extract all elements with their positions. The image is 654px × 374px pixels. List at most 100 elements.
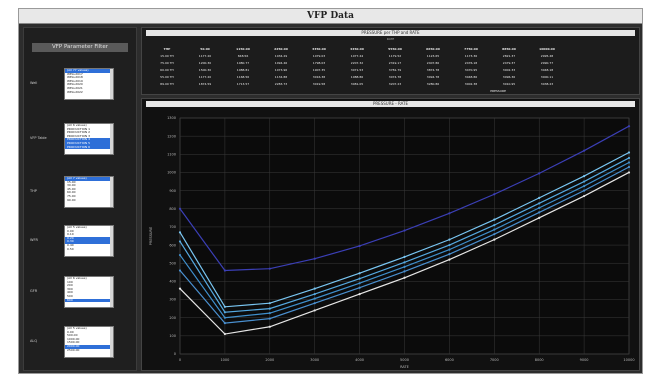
table-cell: 2990.77 (540, 60, 554, 65)
table-row: 15.00 TH 1177.20 848.56 1034.29 1079.03 1077.… (148, 52, 566, 59)
listbox-scrollbar[interactable] (110, 177, 113, 207)
filter-option[interactable]: 0.00 (67, 329, 74, 334)
filter-option[interactable]: 90.00 (67, 197, 76, 202)
series-point (358, 282, 361, 285)
filter-option[interactable]: 0.10 (67, 232, 74, 237)
filter-option[interactable]: PRODUCTION 3 (67, 133, 91, 138)
listbox-scrollbar[interactable] (110, 327, 113, 357)
listbox-scrollbar[interactable] (110, 277, 113, 307)
y-tick-label: 100 (169, 334, 176, 338)
filter-option[interactable]: 2500.00 (67, 347, 80, 352)
x-tick-label: 8000 (535, 358, 544, 362)
filter-listbox[interactable]: (All 5 values) 0.00 0.10 0.20 0.30 0.40 0.50 (64, 225, 114, 257)
series-point (313, 302, 316, 305)
filter-option[interactable]: (All 7 values) (65, 177, 113, 181)
filter-group: ALQ (All 5 values) 0.00 500.00 1000.00 1500.0… (24, 326, 138, 366)
filter-group: VFP Table (All 6 values) PRODUCTION 1 PRODU… (24, 123, 138, 163)
filter-option[interactable]: 45.00 (67, 186, 76, 191)
filter-label: VFP Table (30, 136, 47, 140)
table-cell: 1080.77 (236, 60, 250, 65)
filter-listbox[interactable]: (All 77 values) WELL2017 WELL2018 WELL2019 W… (64, 68, 114, 100)
filter-option[interactable]: 15.00 (67, 179, 76, 184)
filter-option[interactable]: 0.00 (67, 228, 74, 233)
listbox-scrollbar[interactable] (110, 124, 113, 154)
series-point (223, 332, 226, 336)
filter-option[interactable]: 0.30 (65, 240, 113, 244)
filter-option[interactable]: WELL2019 (67, 78, 83, 83)
table-cell: 3019.58 (312, 81, 326, 86)
series-point (448, 238, 451, 241)
filter-option[interactable]: (All 5 values) (67, 225, 87, 229)
filter-panel-title: VFP Parameter Filter (32, 43, 128, 52)
pressure-rate-chart[interactable]: 0 1000 2000 3000 4000 5000 6000 7000 8000 9000 100… (142, 108, 639, 370)
filter-label: ALQ (30, 339, 38, 343)
filter-option[interactable]: 60.00 (67, 190, 76, 195)
filter-option[interactable]: 300 (67, 286, 73, 291)
filter-option[interactable]: 1500.00 (67, 340, 80, 345)
series-point (627, 165, 631, 169)
filter-listbox[interactable]: (All 7 values) 15.00 30.00 45.00 60.00 75.00 9… (64, 176, 114, 208)
filter-group: GFR (All 6 values) 100 200 300 400 500 600 (24, 276, 138, 316)
filter-option[interactable]: (All 77 values) (65, 69, 113, 73)
series-point (403, 270, 406, 273)
y-tick-label: 1100 (167, 153, 176, 157)
series-point (403, 229, 406, 232)
table-header-cell: 6650.00 (426, 46, 440, 51)
filter-option[interactable]: (All 5 values) (67, 326, 87, 330)
filter-option[interactable]: (All 6 values) (67, 123, 87, 127)
series-point (223, 305, 226, 308)
filter-option[interactable]: 100 (67, 279, 73, 284)
filter-listbox[interactable]: (All 5 values) 0.00 500.00 1000.00 1500.00 20… (64, 326, 114, 358)
filter-option[interactable]: WELL2021 (67, 85, 83, 90)
table-cell: 1177.20 (198, 53, 212, 58)
table-cell: 1177.20 (198, 74, 212, 79)
filter-option[interactable]: 30.00 (67, 183, 76, 188)
filter-listbox[interactable]: (All 6 values) PRODUCTION 1 PRODUCTION 2 PR… (64, 123, 114, 155)
series-point (358, 244, 361, 248)
pressure-rate-chart-panel: PRESSURE - RATE 0 1000 2000 3000 4000 5000 600… (141, 98, 640, 371)
table-cell: 2995.48 (540, 53, 554, 58)
filter-listbox[interactable]: (All 6 values) 100 200 300 400 500 600 (64, 276, 114, 308)
table-header-cell: 7750.00 (464, 46, 478, 51)
x-axis-label: RATE (400, 365, 409, 369)
table-cell: 3470.95 (464, 67, 478, 72)
filter-option[interactable]: WELL2017 (67, 71, 83, 76)
filter-option[interactable]: PRODUCTION 4 (65, 138, 113, 142)
table-cell: 1094.46 (274, 60, 288, 65)
x-tick-label: 5000 (400, 358, 409, 362)
listbox-scrollbar[interactable] (110, 226, 113, 256)
filter-option[interactable]: 200 (67, 283, 73, 288)
table-cell: 75.00 TH (160, 60, 174, 65)
series-point (313, 309, 316, 312)
table-cell: 3048.18 (540, 67, 554, 72)
table-cell: 89.00 TH (160, 81, 174, 86)
filter-option[interactable]: 75.00 (67, 193, 76, 198)
filter-option[interactable]: (All 6 values) (67, 276, 87, 280)
table-row: 89.00 TH 1874.59 1713.57 2283.73 3019.58 3081… (148, 80, 566, 87)
filter-option[interactable]: 0.50 (67, 246, 74, 251)
window-title: VFP Data (19, 9, 642, 24)
table-cell: 1073.96 (274, 67, 288, 72)
series-point (268, 312, 271, 315)
filter-option[interactable]: 1000.00 (67, 336, 80, 341)
filter-option[interactable]: 500.00 (67, 333, 78, 338)
table-header-cell: 5550.00 (388, 46, 402, 51)
filter-option[interactable]: 400 (67, 290, 73, 295)
filter-option[interactable]: WELL2020 (67, 82, 83, 87)
filter-option[interactable]: 2000.00 (65, 344, 113, 349)
table-cell: 3010.95 (502, 81, 516, 86)
filter-option[interactable]: 0.20 (65, 236, 113, 241)
filter-option[interactable]: WELL2018 (67, 75, 83, 80)
filter-option[interactable]: PRODUCTION 6 (65, 145, 113, 150)
listbox-scrollbar[interactable] (110, 69, 113, 99)
filter-option[interactable]: PRODUCTION 1 (67, 126, 91, 131)
filter-option[interactable]: 600 (65, 298, 113, 303)
filter-option[interactable]: PRODUCTION 5 (65, 141, 113, 146)
table-cell: 2283.73 (274, 81, 288, 86)
filter-option[interactable]: WELL2022 (67, 89, 83, 94)
filter-option[interactable]: PRODUCTION 2 (67, 130, 91, 135)
filter-option[interactable]: 0.40 (67, 242, 74, 247)
filter-option[interactable]: 500 (67, 293, 73, 298)
table-cell: 2407.86 (426, 60, 440, 65)
series-point (313, 292, 316, 296)
